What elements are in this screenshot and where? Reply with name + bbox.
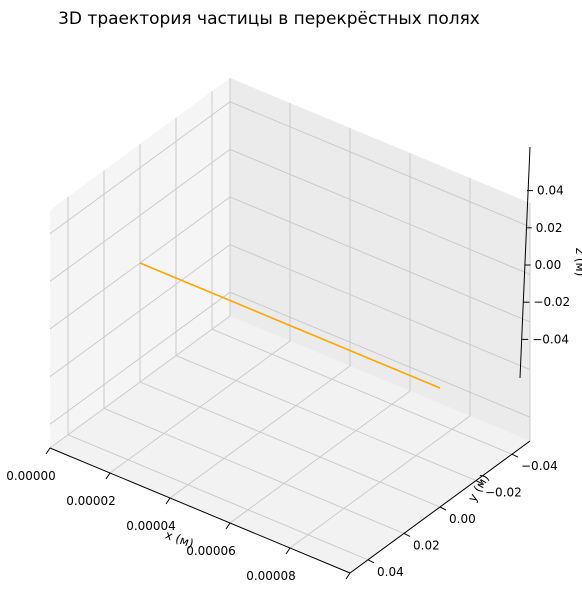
z-grid-line [49, 101, 531, 235]
z-grid-line [49, 196, 531, 330]
x-tick-label: 0.00006 [186, 544, 236, 558]
y-tick-label: 0.00 [449, 512, 476, 526]
x-tick [285, 547, 291, 555]
z-tick-label: −0.04 [532, 332, 569, 346]
chart-title: 3D траектория частицы в перекрёстных пол… [58, 9, 480, 29]
tick-labels: 0.00000 0.00002 0.00004 0.00006 0.00008 0.00 0… [6, 184, 570, 583]
x-tick [105, 472, 111, 480]
x-tick-label: 0.00008 [246, 569, 296, 583]
z-grid-line [49, 148, 531, 282]
x-tick [165, 497, 171, 505]
y-grid-line [175, 117, 477, 482]
y-tick-label: −0.04 [521, 459, 558, 473]
x-tick [45, 447, 51, 455]
x-axis-label: x (м) [163, 528, 195, 551]
x-tick-label: 0.00000 [6, 469, 56, 483]
x-grid-line [169, 128, 351, 499]
y-tick [511, 453, 519, 458]
grid-lines [49, 78, 531, 574]
x-axis-line [49, 447, 351, 574]
y-tick [439, 506, 447, 511]
y-grid-line [139, 144, 441, 508]
series-layer [139, 262, 441, 389]
y-tick [367, 559, 375, 564]
y-grid-line [103, 170, 405, 534]
z-tick-label: 0.04 [537, 184, 564, 198]
z-tick-label: −0.02 [533, 295, 570, 309]
x-tick [225, 522, 231, 530]
z-axis-label: z (м) [573, 248, 582, 277]
y-tick-label: 0.02 [413, 538, 440, 552]
z-tick-label: 0.02 [536, 221, 563, 235]
y-tick-label: −0.02 [485, 486, 522, 500]
z-grid-line [49, 244, 531, 377]
z-axis-line [519, 146, 531, 379]
y-tick [475, 480, 483, 485]
x-grid-line [289, 178, 471, 549]
x-tick-label: 0.00002 [66, 494, 116, 508]
y-tick-label: 0.04 [377, 565, 404, 579]
x-grid-line [49, 78, 231, 449]
y-grid-line [67, 196, 369, 561]
y-grid-line [211, 91, 513, 455]
z-grid-line [49, 291, 531, 425]
z-tick-label: 0.00 [535, 258, 562, 272]
x-tick-label: 0.00004 [126, 519, 176, 533]
x-tick [345, 572, 351, 580]
x-grid-line [229, 153, 411, 524]
y-tick [403, 532, 411, 537]
trajectory-line [139, 262, 441, 389]
x-grid-line [109, 103, 291, 474]
